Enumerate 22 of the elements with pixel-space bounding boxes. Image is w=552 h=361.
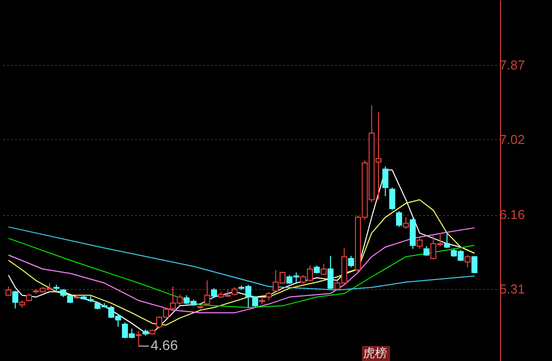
line-series xyxy=(8,227,475,314)
candlestick xyxy=(12,290,18,309)
y-tick-label: 7.02 xyxy=(500,132,525,147)
candlestick xyxy=(423,246,430,256)
candlestick xyxy=(396,210,402,228)
candlestick xyxy=(464,254,471,268)
candlestick xyxy=(348,255,354,268)
candlestick xyxy=(444,232,450,248)
line-series xyxy=(8,199,475,326)
candlestick xyxy=(136,330,142,347)
candlestick xyxy=(389,187,396,211)
candlestick xyxy=(204,280,210,306)
annotation: 4.66 xyxy=(150,337,178,354)
candlestick xyxy=(382,166,388,197)
line-series xyxy=(8,226,475,291)
candlestick xyxy=(402,216,409,230)
candlestick xyxy=(328,255,334,290)
y-tick-label: 7.87 xyxy=(500,57,525,72)
annotation: 虎榜 xyxy=(363,346,387,360)
line-series xyxy=(8,238,475,308)
candlestick xyxy=(416,238,423,250)
candlestick xyxy=(471,255,478,274)
